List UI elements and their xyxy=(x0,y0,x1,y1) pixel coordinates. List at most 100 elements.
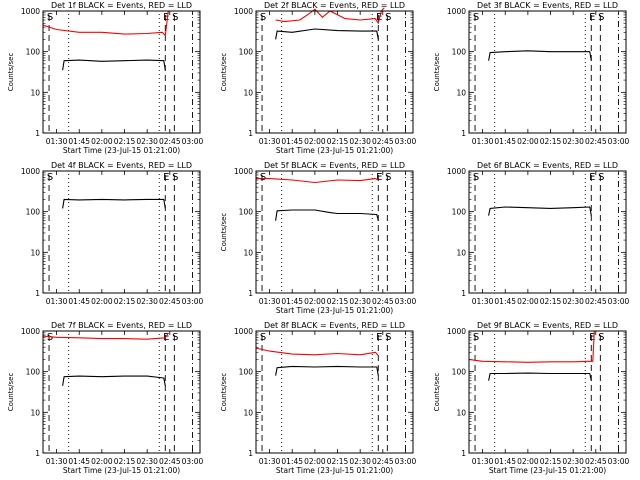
x-tick-label: 02:30 xyxy=(136,457,158,466)
event-marker-label: S xyxy=(385,172,391,183)
chart-title: Det 3f BLACK = Events, RED = LLD xyxy=(477,1,618,10)
y-axis-label: Counts/sec xyxy=(220,373,228,412)
series-line-red xyxy=(42,332,169,340)
event-marker-label: E xyxy=(376,172,382,183)
event-marker-label: S xyxy=(260,172,266,183)
event-marker-label: S xyxy=(172,332,178,343)
x-tick-label: 02:30 xyxy=(562,457,584,466)
event-marker-label: E xyxy=(589,12,595,23)
y-tick-label: 1000 xyxy=(447,327,466,336)
x-tick-label: 02:30 xyxy=(562,137,584,146)
event-marker-label: E xyxy=(163,12,169,23)
chart-title: Det 6f BLACK = Events, RED = LLD xyxy=(477,161,618,170)
x-tick-label: 03:00 xyxy=(608,297,630,306)
event-marker-label: S xyxy=(473,332,479,343)
event-marker-label: S xyxy=(385,12,391,23)
x-tick-label: 03:00 xyxy=(608,457,630,466)
series-line-black xyxy=(275,209,379,221)
event-marker-label: S xyxy=(598,12,604,23)
x-tick-label: 02:45 xyxy=(159,137,181,146)
x-tick-label: 02:00 xyxy=(517,137,539,146)
x-axis-label: Start Time (23-Jul-15 01:21:00) xyxy=(489,466,606,475)
series-line-black xyxy=(62,375,166,386)
y-tick-label: 1000 xyxy=(234,327,253,336)
x-tick-label: 01:45 xyxy=(494,457,516,466)
x-tick-label: 03:00 xyxy=(608,137,630,146)
y-tick-label: 1 xyxy=(248,289,253,298)
x-tick-label: 02:15 xyxy=(327,457,349,466)
y-tick-label: 10 xyxy=(243,408,253,417)
event-marker-label: S xyxy=(260,332,266,343)
event-marker-label: S xyxy=(473,12,479,23)
chart-title: Det 8f BLACK = Events, RED = LLD xyxy=(264,321,405,330)
x-tick-label: 02:00 xyxy=(91,137,113,146)
y-tick-label: 100 xyxy=(239,368,254,377)
chart-panel-9: Det 9f BLACK = Events, RED = LLD Counts/s… xyxy=(433,321,629,475)
x-tick-label: 02:30 xyxy=(349,137,371,146)
x-tick-label: 01:30 xyxy=(46,297,68,306)
x-tick-label: 01:30 xyxy=(259,457,281,466)
x-tick-label: 02:30 xyxy=(562,297,584,306)
y-axis-label: Counts/sec xyxy=(433,53,441,92)
plot-frame xyxy=(468,10,627,134)
y-tick-label: 10 xyxy=(30,408,40,417)
x-tick-label: 02:15 xyxy=(540,457,562,466)
chart-panel-7: Det 7f BLACK = Events, RED = LLD Counts/s… xyxy=(7,321,203,475)
chart-panel-2: Det 2f BLACK = Events, RED = LLD Counts/s… xyxy=(220,1,416,155)
y-axis-label: Counts/sec xyxy=(220,53,228,92)
chart-title: Det 7f BLACK = Events, RED = LLD xyxy=(51,321,192,330)
y-tick-label: 1 xyxy=(248,449,253,458)
x-tick-label: 02:00 xyxy=(304,297,326,306)
y-tick-label: 100 xyxy=(239,48,254,57)
x-tick-label: 02:15 xyxy=(114,137,136,146)
event-marker-label: S xyxy=(172,12,178,23)
plot-frame xyxy=(42,170,201,294)
x-tick-label: 03:00 xyxy=(395,297,417,306)
y-tick-label: 100 xyxy=(452,368,467,377)
x-tick-label: 01:45 xyxy=(281,137,303,146)
y-tick-label: 1 xyxy=(35,289,40,298)
series-line-black xyxy=(62,59,166,71)
x-tick-label: 02:00 xyxy=(517,457,539,466)
event-marker-label: S xyxy=(172,172,178,183)
event-marker-label: S xyxy=(385,332,391,343)
x-tick-label: 02:30 xyxy=(136,297,158,306)
y-tick-label: 1000 xyxy=(234,167,253,176)
chart-title: Det 5f BLACK = Events, RED = LLD xyxy=(264,161,405,170)
y-tick-label: 1000 xyxy=(21,7,40,16)
x-tick-label: 01:30 xyxy=(472,297,494,306)
y-axis-label: Counts/sec xyxy=(220,213,228,252)
x-axis-label: Start Time (23-Jul-15 01:21:00) xyxy=(63,466,180,475)
chart-panel-3: Det 3f BLACK = Events, RED = LLD Counts/s… xyxy=(433,1,629,146)
chart-panel-1: Det 1f BLACK = Events, RED = LLD Counts/s… xyxy=(7,1,203,155)
chart-title: Det 4f BLACK = Events, RED = LLD xyxy=(51,161,192,170)
plot-frame xyxy=(255,170,414,294)
y-tick-label: 10 xyxy=(456,248,466,257)
x-tick-label: 02:30 xyxy=(136,137,158,146)
x-tick-label: 02:00 xyxy=(91,297,113,306)
chart-panel-6: Det 6f BLACK = Events, RED = LLD 1 10 100 10… xyxy=(447,161,630,306)
x-tick-label: 02:45 xyxy=(372,297,394,306)
series-line-red xyxy=(42,10,169,37)
y-tick-label: 1 xyxy=(248,129,253,138)
chart-title: Det 9f BLACK = Events, RED = LLD xyxy=(477,321,618,330)
x-tick-label: 02:30 xyxy=(349,457,371,466)
series-line-black xyxy=(488,206,592,216)
x-axis-label: Start Time (23-Jul-15 01:21:00) xyxy=(276,466,393,475)
x-tick-label: 02:00 xyxy=(304,137,326,146)
series-line-black xyxy=(62,198,166,209)
chart-panel-8: Det 8f BLACK = Events, RED = LLD Counts/s… xyxy=(220,321,416,475)
x-tick-label: 02:45 xyxy=(585,297,607,306)
series-line-black xyxy=(275,28,379,40)
y-tick-label: 10 xyxy=(30,88,40,97)
y-tick-label: 10 xyxy=(456,408,466,417)
y-tick-label: 1000 xyxy=(21,167,40,176)
x-tick-label: 02:30 xyxy=(349,297,371,306)
y-axis-label: Counts/sec xyxy=(433,373,441,412)
plot-frame xyxy=(468,170,627,294)
y-tick-label: 10 xyxy=(456,88,466,97)
x-tick-label: 02:15 xyxy=(540,137,562,146)
x-tick-label: 02:45 xyxy=(585,137,607,146)
plot-frame xyxy=(255,10,414,134)
x-tick-label: 02:15 xyxy=(327,297,349,306)
